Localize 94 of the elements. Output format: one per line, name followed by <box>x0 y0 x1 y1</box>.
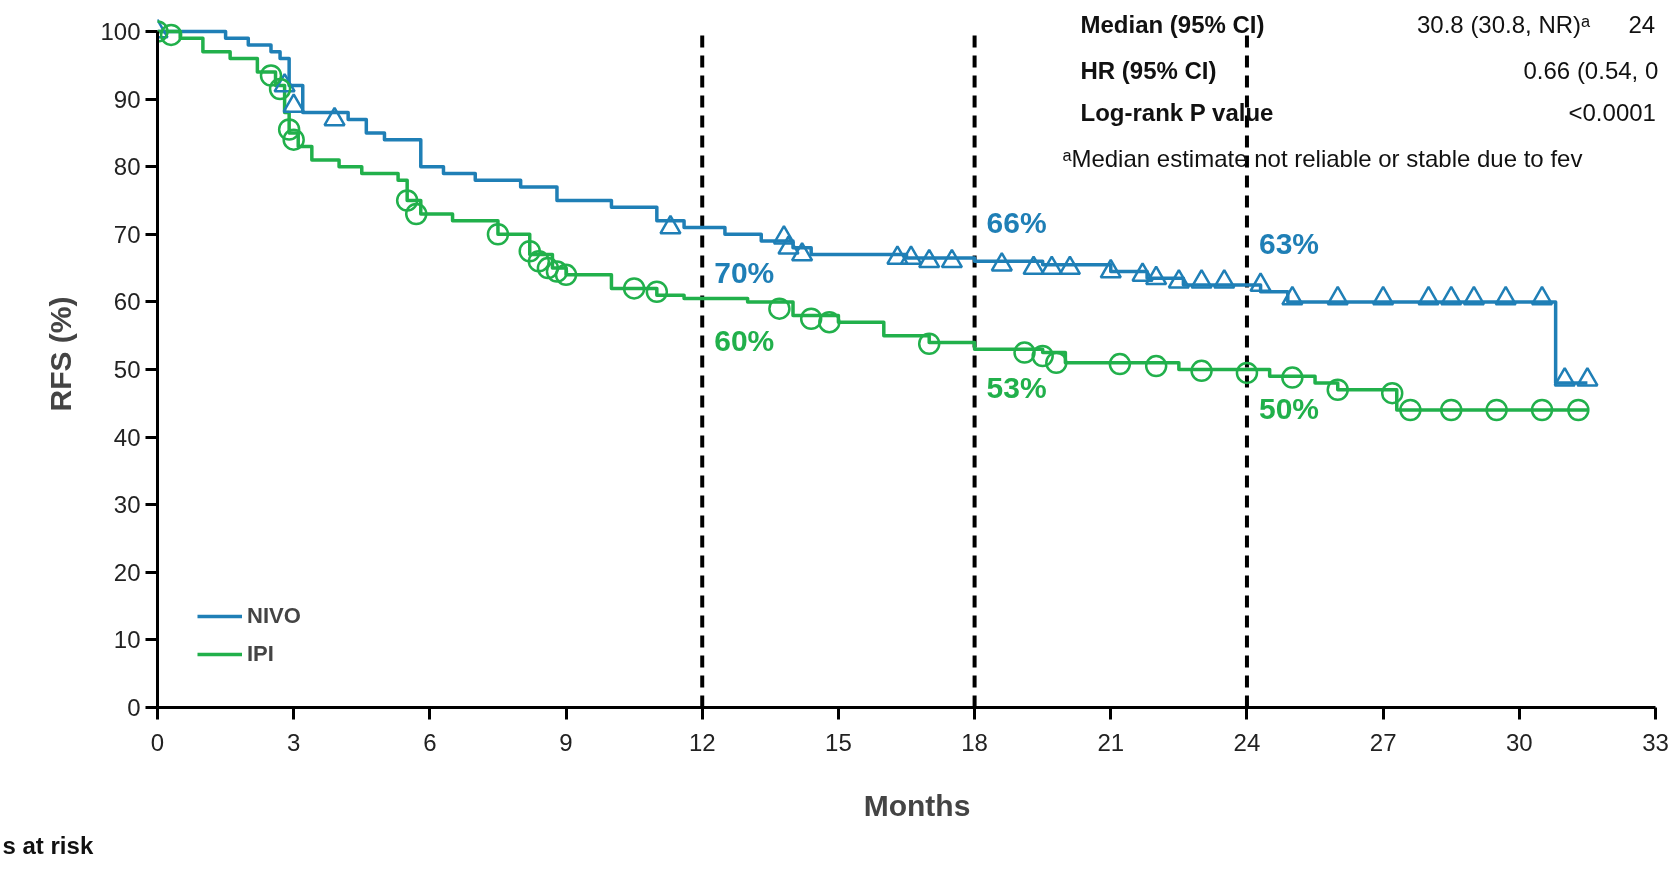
annotation: 60% <box>714 323 775 357</box>
y-tick-label: 0 <box>127 694 141 721</box>
point <box>886 245 909 265</box>
y-tick-label: 90 <box>113 85 141 113</box>
point <box>799 307 823 331</box>
annotation: 70% <box>714 256 775 290</box>
point <box>1108 352 1132 376</box>
point <box>772 224 796 245</box>
annotation: 50% <box>1258 391 1319 425</box>
y-axis-title: RFS (%) <box>44 296 78 412</box>
legend-label: IPI <box>247 641 274 667</box>
point <box>1249 272 1272 293</box>
x-tick-label: 3 <box>287 728 301 756</box>
point <box>899 245 923 265</box>
point <box>545 260 569 283</box>
x-tick-label: 24 <box>1233 728 1261 756</box>
annotation: Median (95% CI) <box>1080 11 1265 38</box>
point <box>940 248 964 269</box>
y-tick-label: 10 <box>113 626 141 654</box>
x-tick-label: 9 <box>559 728 573 756</box>
x-tick-label: 33 <box>1642 728 1669 756</box>
annotation: 30.8 (30.8, NR)ᵃ <box>1417 11 1592 38</box>
point <box>1494 285 1517 306</box>
point <box>1530 398 1554 422</box>
x-tick-label: 12 <box>688 728 716 756</box>
point <box>1417 285 1440 306</box>
point <box>1399 398 1422 422</box>
annotation: ᵃMedian estimate not reliable or stable due to fev <box>1062 145 1583 172</box>
annotation: 66% <box>986 206 1047 240</box>
annotation: <0.0001 <box>1568 99 1656 126</box>
x-tick-label: 30 <box>1505 728 1533 756</box>
point <box>1462 285 1486 306</box>
y-tick-label: 100 <box>100 18 141 45</box>
annotation: 53% <box>986 371 1047 405</box>
point <box>659 214 682 235</box>
y-tick-label: 20 <box>113 558 141 586</box>
point <box>1190 359 1213 383</box>
point <box>1031 344 1054 368</box>
y-tick-label: 70 <box>113 220 141 248</box>
point <box>323 106 346 127</box>
point <box>1144 354 1168 378</box>
point <box>1380 381 1404 405</box>
point <box>622 277 646 300</box>
y-tick-label: 50 <box>113 356 141 383</box>
annotation: 24 <box>1628 11 1656 38</box>
annotation: HR (95% CI) <box>1080 57 1217 84</box>
point <box>768 297 791 320</box>
point <box>818 310 841 334</box>
text: s at risk <box>2 831 94 859</box>
point <box>1013 341 1036 364</box>
point <box>1485 398 1508 422</box>
point <box>518 239 541 263</box>
point <box>1058 255 1082 276</box>
y-tick-label: 60 <box>113 288 141 316</box>
legend-label: NIVO <box>247 603 301 629</box>
point <box>1190 268 1213 289</box>
annotation: Log-rank P value <box>1080 99 1274 126</box>
x-tick-label: 15 <box>825 728 852 756</box>
point <box>1099 258 1123 279</box>
point <box>1326 285 1349 306</box>
point <box>990 251 1014 272</box>
y-tick-label: 30 <box>113 491 141 519</box>
point <box>1281 366 1304 389</box>
point <box>1213 268 1236 289</box>
point <box>917 332 941 356</box>
x-tick-label: 21 <box>1097 728 1125 756</box>
point <box>1235 361 1259 385</box>
point <box>777 235 800 255</box>
point <box>1167 268 1191 289</box>
x-tick-label: 18 <box>961 728 988 756</box>
x-tick-label: 27 <box>1369 728 1397 756</box>
x-tick-label: 0 <box>150 728 165 756</box>
point <box>1439 398 1463 422</box>
y-tick-label: 40 <box>113 423 141 451</box>
annotation: 63% <box>1258 226 1319 260</box>
annotation: 0.66 (0.54, 0 <box>1523 57 1659 84</box>
x-tick-label: 6 <box>423 728 437 756</box>
point <box>1530 285 1554 306</box>
point <box>645 280 669 303</box>
point <box>282 93 305 113</box>
point <box>1326 378 1349 402</box>
point <box>1045 351 1068 374</box>
point <box>790 241 814 262</box>
y-tick-label: 80 <box>113 153 141 181</box>
point <box>536 256 560 280</box>
point <box>1131 262 1154 282</box>
point <box>1371 285 1395 306</box>
point <box>917 248 941 269</box>
point <box>1040 255 1064 276</box>
point <box>1144 265 1168 286</box>
point <box>1281 285 1304 306</box>
point <box>1022 255 1045 276</box>
point <box>1439 285 1463 306</box>
x-axis-title: Months <box>863 788 971 822</box>
